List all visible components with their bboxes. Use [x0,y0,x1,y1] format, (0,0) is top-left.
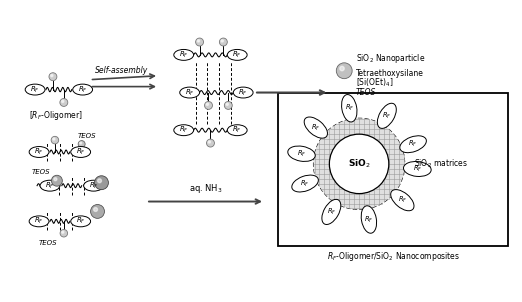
Circle shape [91,204,104,218]
Text: $R_F$: $R_F$ [34,216,44,226]
Circle shape [314,118,405,210]
Ellipse shape [71,216,91,227]
Circle shape [80,142,81,144]
Text: $R_F$: $R_F$ [232,125,242,135]
Ellipse shape [377,103,396,128]
Ellipse shape [73,84,92,95]
Text: aq. NH$_3$: aq. NH$_3$ [189,182,222,194]
Ellipse shape [174,125,194,136]
Circle shape [51,136,58,144]
Text: $R_F$: $R_F$ [301,178,310,189]
Ellipse shape [29,146,49,157]
Ellipse shape [304,117,327,138]
Circle shape [94,176,109,190]
Text: TEOS: TEOS [32,169,51,175]
Text: $R_F$: $R_F$ [179,50,188,60]
Circle shape [340,66,344,71]
Text: $R_F$-Oligomer/SiO$_2$ Nanocomposites: $R_F$-Oligomer/SiO$_2$ Nanocomposites [327,250,460,263]
Circle shape [197,40,199,42]
Ellipse shape [71,146,91,157]
Ellipse shape [40,180,60,191]
Ellipse shape [322,199,341,224]
Text: $R_F$: $R_F$ [89,181,99,191]
Ellipse shape [227,125,247,136]
Circle shape [205,101,212,109]
Text: $R_F$: $R_F$ [382,111,392,121]
Circle shape [49,73,57,81]
Circle shape [78,141,85,148]
Text: $R_F$: $R_F$ [78,85,88,95]
Circle shape [221,40,223,42]
Text: $R_F$: $R_F$ [413,164,422,174]
Text: TEOS: TEOS [39,240,57,246]
Ellipse shape [233,87,253,98]
Text: Tetraethoxysilane: Tetraethoxysilane [356,69,424,78]
Ellipse shape [404,162,431,176]
Circle shape [98,179,101,183]
Text: $R_F$: $R_F$ [76,147,86,157]
Ellipse shape [180,87,199,98]
Text: TEOS: TEOS [356,88,376,97]
Ellipse shape [174,50,194,60]
Circle shape [208,141,210,143]
Ellipse shape [25,84,45,95]
Ellipse shape [400,136,426,153]
Ellipse shape [292,175,318,192]
Text: $R_F$: $R_F$ [179,125,188,135]
Text: $R_F$: $R_F$ [30,85,40,95]
Circle shape [53,138,55,140]
Circle shape [52,175,62,186]
Circle shape [60,98,68,106]
Circle shape [51,75,53,77]
Text: $R_F$: $R_F$ [76,216,86,226]
Text: [Si(OEt)$_4$]: [Si(OEt)$_4$] [356,76,394,89]
Circle shape [54,178,57,181]
Ellipse shape [390,190,414,211]
Circle shape [224,101,232,109]
Circle shape [336,63,352,79]
Ellipse shape [84,180,103,191]
Circle shape [196,38,204,46]
Circle shape [226,103,228,105]
Circle shape [62,231,64,233]
Text: SiO$_2$: SiO$_2$ [348,158,371,170]
Bar [278,92,508,246]
Text: $R_F$: $R_F$ [297,149,306,159]
Circle shape [329,134,389,194]
Circle shape [314,118,405,210]
Ellipse shape [288,146,315,162]
Ellipse shape [341,95,357,122]
Text: $R_F$: $R_F$ [345,103,354,113]
Text: TEOS: TEOS [78,133,97,139]
Text: SiO$_2$ Nanoparticle: SiO$_2$ Nanoparticle [356,52,425,65]
Ellipse shape [361,206,376,233]
Circle shape [60,230,67,237]
Circle shape [206,103,208,105]
Text: $R_F$: $R_F$ [185,88,195,98]
Text: $R_F$: $R_F$ [398,195,407,205]
Text: $R_F$: $R_F$ [311,123,321,133]
Ellipse shape [227,50,247,60]
Text: $R_F$: $R_F$ [239,88,248,98]
Circle shape [207,139,215,147]
Circle shape [93,207,98,211]
Text: $R_F$: $R_F$ [232,50,242,60]
Text: SiO$_2$ matrices: SiO$_2$ matrices [413,158,468,170]
Circle shape [219,38,227,46]
Text: [$R_F$-Oligomer]: [$R_F$-Oligomer] [29,109,83,122]
Text: $R_F$: $R_F$ [34,147,44,157]
Text: $R_F$: $R_F$ [45,181,55,191]
Text: Self-assembly: Self-assembly [94,66,148,75]
Text: $R_F$: $R_F$ [327,207,336,217]
Text: $R_F$: $R_F$ [364,214,374,225]
Text: $R_F$: $R_F$ [408,139,418,149]
Ellipse shape [29,216,49,227]
Circle shape [62,100,64,102]
